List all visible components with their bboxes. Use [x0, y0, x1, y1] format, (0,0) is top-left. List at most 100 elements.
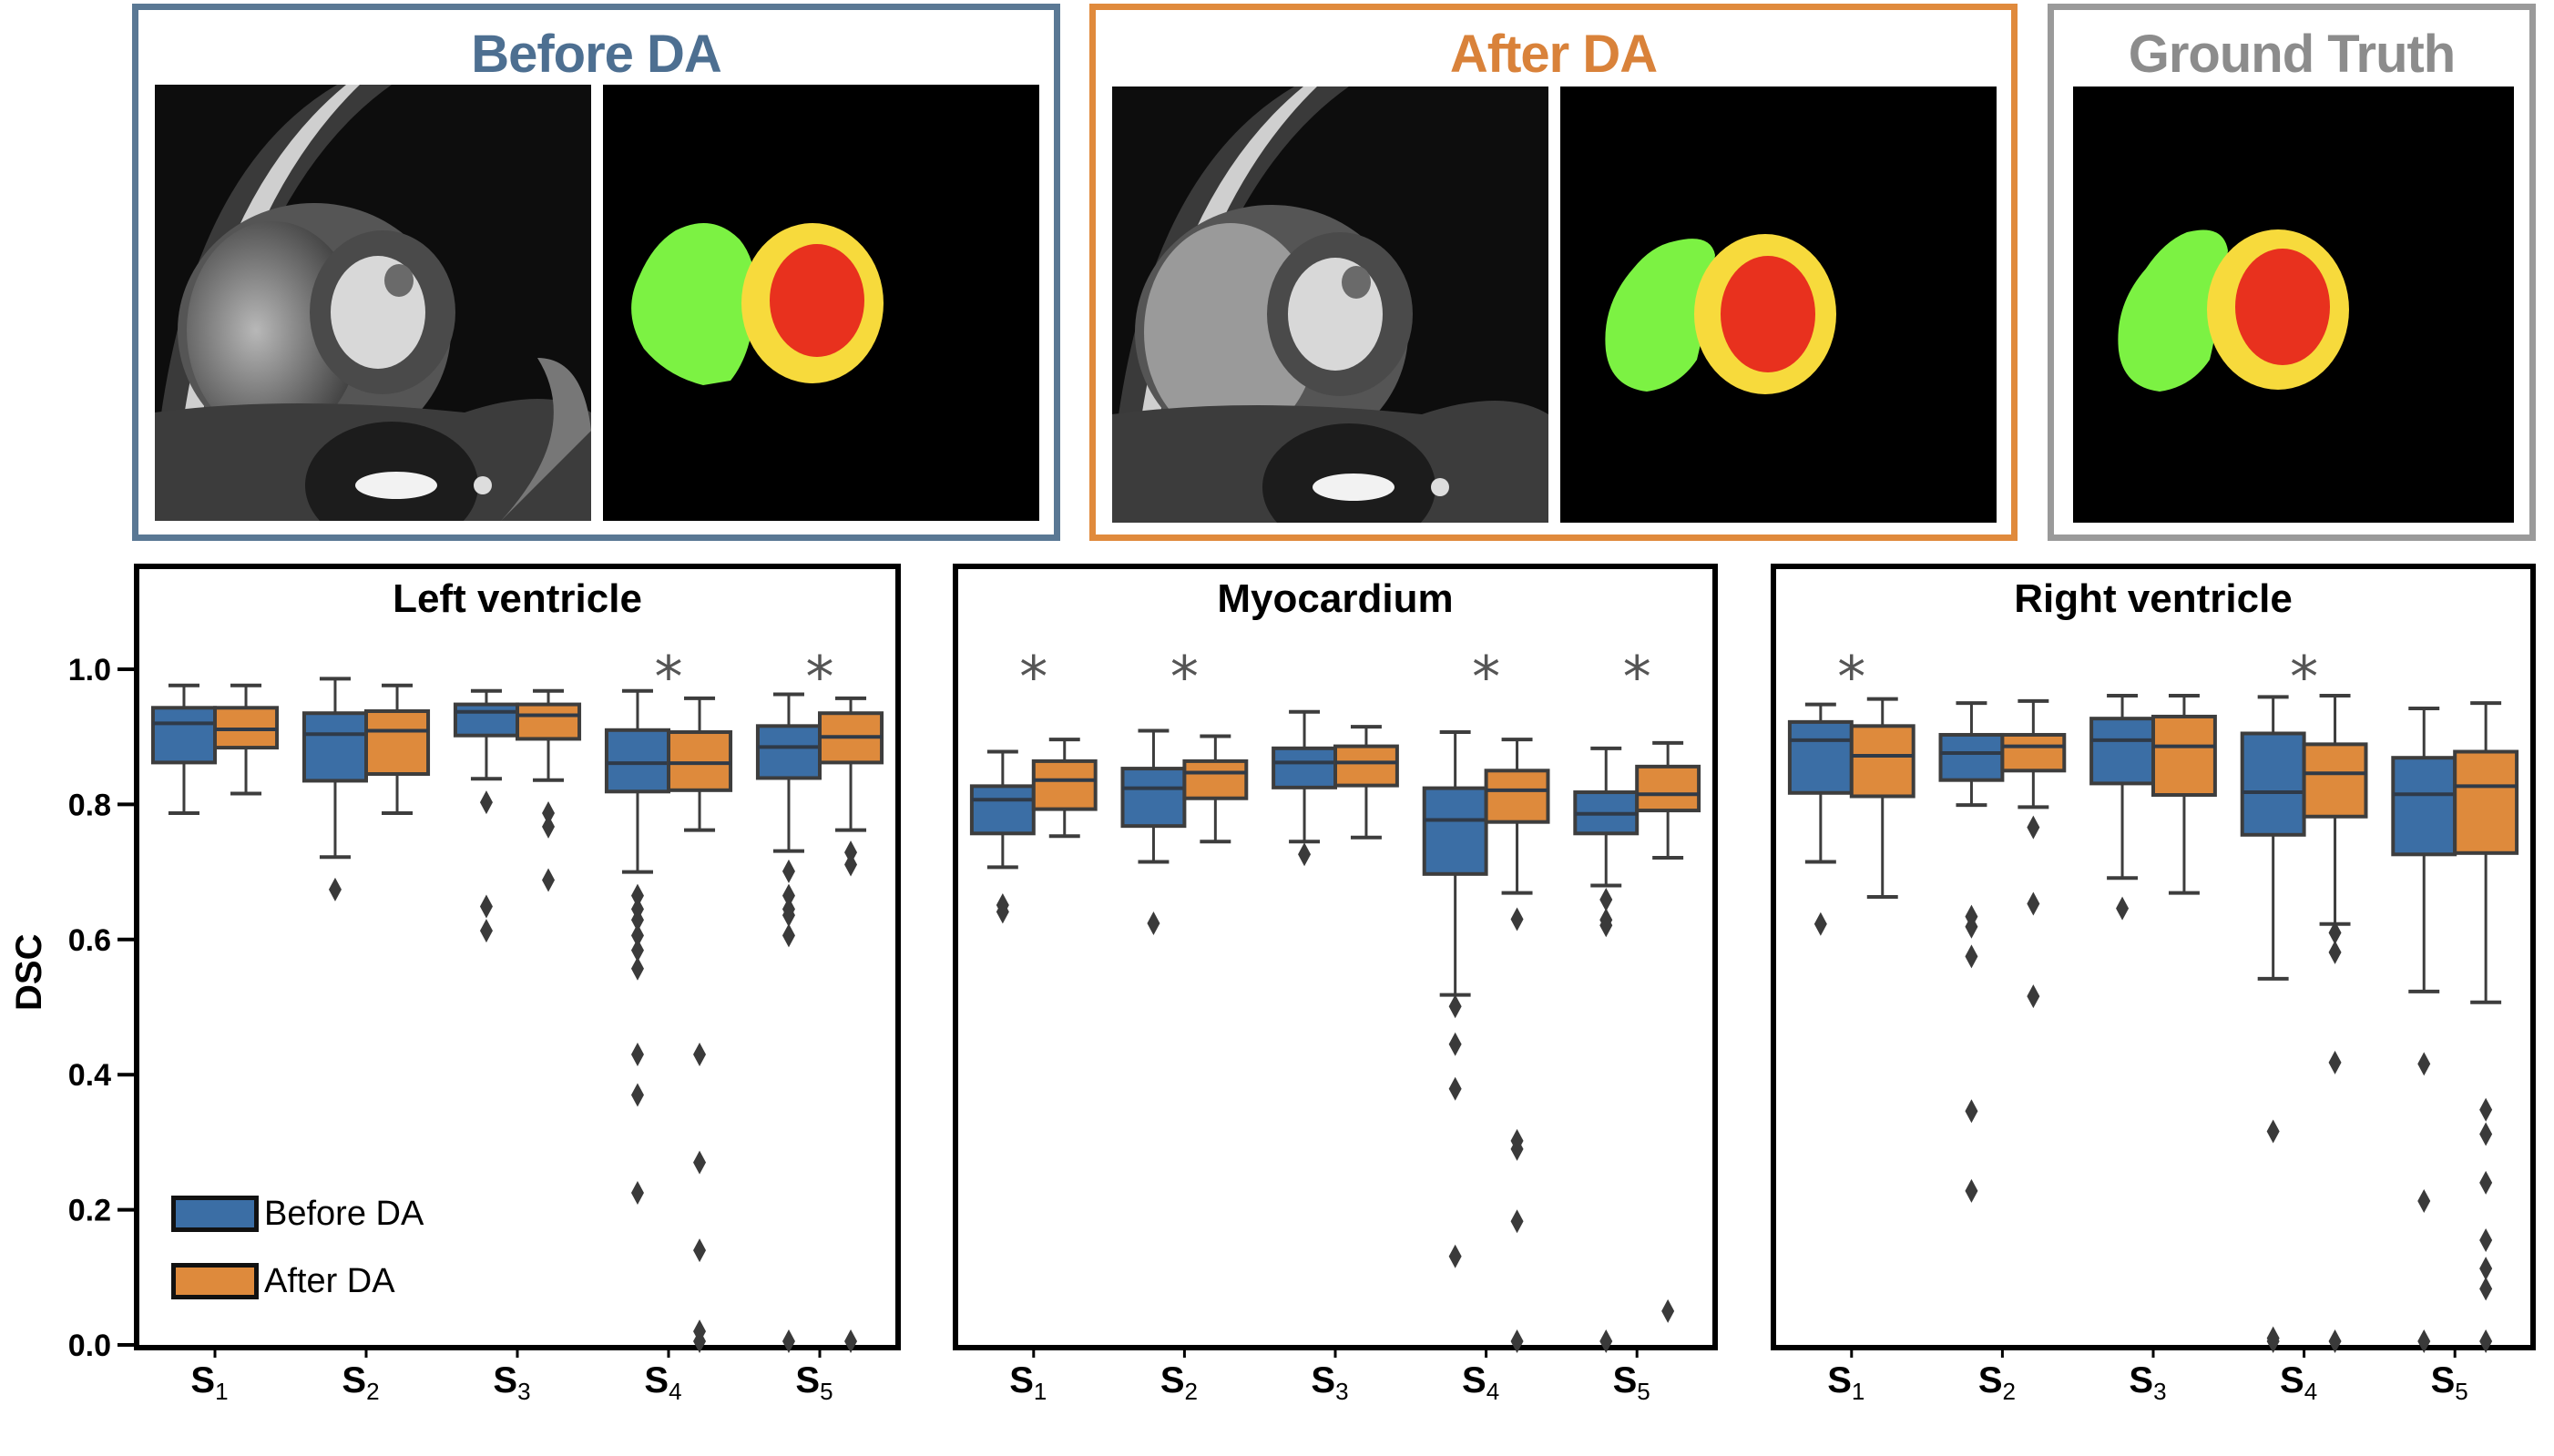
- outlier-point: [1448, 994, 1462, 1019]
- outlier-point: [1448, 1076, 1462, 1101]
- outlier-point: [1510, 1329, 1524, 1353]
- x-tick-label-S2: S2: [1978, 1360, 2016, 1405]
- lv-mask: [2235, 249, 2330, 365]
- panel-right-ventricle: Right ventricle S1 * S2 S3 S4 * S5: [1771, 564, 2536, 1405]
- outlier-point: [2479, 1277, 2493, 1301]
- iqr-box: [2089, 717, 2155, 786]
- outlier-point: [2479, 1097, 2493, 1122]
- y-tick-label: 0.2: [68, 1194, 111, 1228]
- significance-marker: *: [655, 644, 683, 710]
- outlier-point: [630, 923, 644, 948]
- outlier-point: [2479, 1170, 2493, 1195]
- outlier-point: [1599, 1329, 1613, 1353]
- outlier-point: [844, 852, 858, 877]
- iqr-box: [2240, 731, 2306, 837]
- lv-mask: [770, 244, 864, 357]
- outlier-point: [2027, 984, 2040, 1009]
- x-tick-label-S5: S5: [1613, 1360, 1650, 1405]
- boxplot-area: S1 * S2 S3 S4 * S5: [1787, 644, 2519, 1405]
- boxplot-area: S1 * S2 * S3 S4 * S5 *: [969, 644, 1701, 1405]
- box-before-S4: [1422, 730, 1488, 1268]
- outlier-point: [693, 1238, 707, 1263]
- outlier-point: [1965, 914, 1978, 939]
- outlier-point: [782, 1329, 795, 1353]
- rv-mask: [2118, 229, 2228, 392]
- significance-marker: *: [2290, 644, 2318, 710]
- mri-image-before: [155, 85, 591, 521]
- box-after-S3: [2151, 693, 2217, 895]
- iqr-box: [1484, 769, 1550, 824]
- box-before-S5: [1573, 746, 1640, 1353]
- outlier-point: [479, 919, 493, 943]
- outlier-point: [2479, 1122, 2493, 1146]
- outlier-point: [693, 1329, 707, 1353]
- significance-marker: *: [806, 644, 834, 710]
- outlier-point: [782, 859, 795, 883]
- legend-label-before: Before DA: [264, 1194, 424, 1233]
- segmentation-mask-ground-truth: [2073, 87, 2514, 523]
- outlier-point: [844, 1329, 858, 1353]
- iqr-box: [516, 702, 582, 741]
- outlier-point: [542, 801, 556, 826]
- outlier-point: [2479, 1227, 2493, 1252]
- box-before-S3: [453, 688, 519, 943]
- x-tick-label-S3: S3: [493, 1360, 530, 1405]
- x-tick-label-S5: S5: [795, 1360, 833, 1405]
- outlier-point: [1965, 1099, 1978, 1124]
- ground-truth-frame: Ground Truth: [2048, 4, 2536, 541]
- outlier-point: [1661, 1298, 1675, 1323]
- before-da-title: Before DA: [471, 25, 722, 84]
- outlier-point: [2328, 1050, 2342, 1074]
- lv-mask: [1721, 256, 1815, 372]
- iqr-box: [604, 728, 670, 794]
- box-before-S2: [1120, 728, 1187, 935]
- after-da-title: After DA: [1449, 25, 1658, 84]
- y-tick-label: 0.0: [68, 1329, 111, 1363]
- legend-swatch-before: [171, 1196, 259, 1232]
- y-tick-label: 0.8: [68, 788, 111, 822]
- panel-myocardium: Myocardium S1 * S2 * S3 S4 * S5 *: [953, 564, 1718, 1405]
- box-after-S4: [2302, 693, 2368, 1353]
- outlier-point: [2417, 1188, 2431, 1213]
- outlier-point: [1510, 907, 1524, 932]
- box-before-S1: [1787, 702, 1854, 936]
- iqr-box: [2000, 732, 2067, 773]
- x-tick-label-S4: S4: [644, 1360, 681, 1405]
- outlier-point: [630, 956, 644, 981]
- segmentation-ground-truth: [2073, 87, 2514, 523]
- outlier-point: [782, 883, 795, 908]
- y-tick-label: 0.6: [68, 923, 111, 958]
- panel-title-left-ventricle: Left ventricle: [393, 576, 642, 621]
- box-before-S2: [1938, 701, 2005, 1203]
- outlier-point: [1298, 842, 1312, 867]
- segmentation-mask-after: [1560, 87, 1997, 523]
- outlier-point: [630, 938, 644, 962]
- box-before-S3: [2089, 693, 2155, 921]
- outlier-point: [630, 1042, 644, 1066]
- ground-truth-title: Ground Truth: [2128, 25, 2457, 84]
- iqr-box: [1272, 746, 1337, 789]
- outlier-point: [1147, 911, 1160, 935]
- iqr-box: [2453, 749, 2519, 855]
- iqr-box: [755, 724, 822, 780]
- panel-left-ventricle: Left ventricle S1 S2 S3 S4 * S5 *: [134, 564, 901, 1405]
- outlier-point: [1965, 1178, 1978, 1203]
- outlier-point: [2266, 1119, 2280, 1144]
- x-tick-label-S4: S4: [1462, 1360, 1499, 1405]
- outlier-point: [996, 900, 1009, 924]
- box-before-S2: [301, 677, 368, 901]
- outlier-point: [2116, 896, 2130, 921]
- iqr-box: [667, 730, 733, 792]
- significance-marker: *: [1837, 644, 1865, 710]
- outlier-point: [479, 894, 493, 919]
- iqr-box: [1120, 767, 1187, 829]
- x-tick-label-S2: S2: [1160, 1360, 1198, 1405]
- outlier-point: [630, 908, 644, 932]
- box-after-S3: [516, 688, 582, 892]
- iqr-box: [453, 702, 519, 738]
- iqr-box: [2151, 714, 2217, 798]
- box-before-S3: [1272, 709, 1337, 867]
- box-after-S5: [1635, 740, 1701, 1323]
- box-after-S4: [667, 696, 733, 1353]
